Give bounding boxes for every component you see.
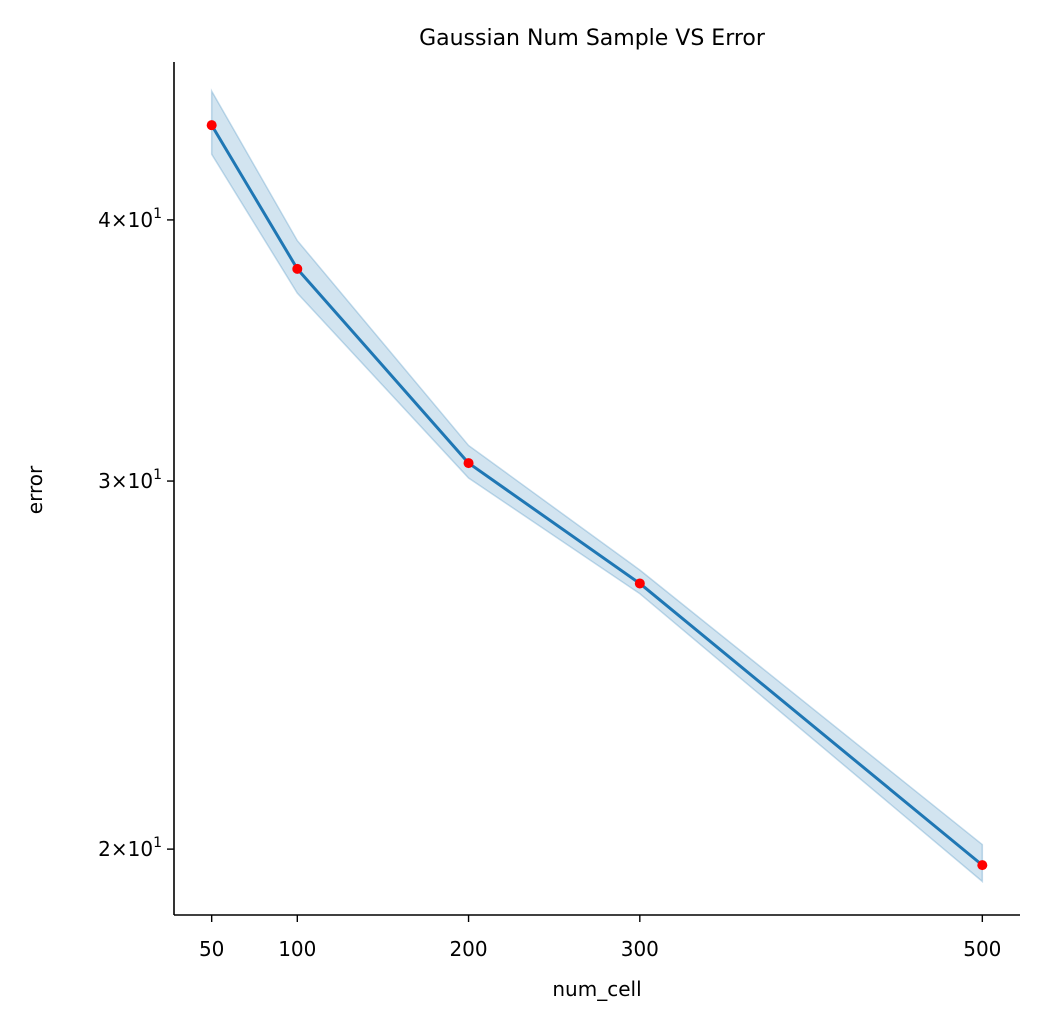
x-axis-label: num_cell <box>552 977 641 1001</box>
x-ticks: 50 100 200 300 500 <box>199 915 1001 961</box>
y-ticks: 2×101 3×101 4×101 <box>98 206 174 861</box>
data-point <box>634 578 645 589</box>
y-tick-label: 2×101 <box>98 835 162 861</box>
data-point <box>463 458 474 469</box>
y-tick-label: 3×101 <box>98 467 162 493</box>
x-tick-label: 300 <box>621 937 659 961</box>
confidence-band <box>210 88 984 884</box>
x-tick-label: 200 <box>449 937 487 961</box>
chart-title: Gaussian Num Sample VS Error <box>419 26 766 51</box>
data-point <box>977 860 988 871</box>
data-point <box>206 120 217 131</box>
y-tick-label: 4×101 <box>98 206 162 232</box>
plot-area <box>206 88 988 884</box>
x-tick-label: 500 <box>963 937 1001 961</box>
x-tick-label: 100 <box>278 937 316 961</box>
data-point <box>292 263 303 274</box>
y-axis-label: error <box>23 465 47 514</box>
x-tick-label: 50 <box>199 937 224 961</box>
